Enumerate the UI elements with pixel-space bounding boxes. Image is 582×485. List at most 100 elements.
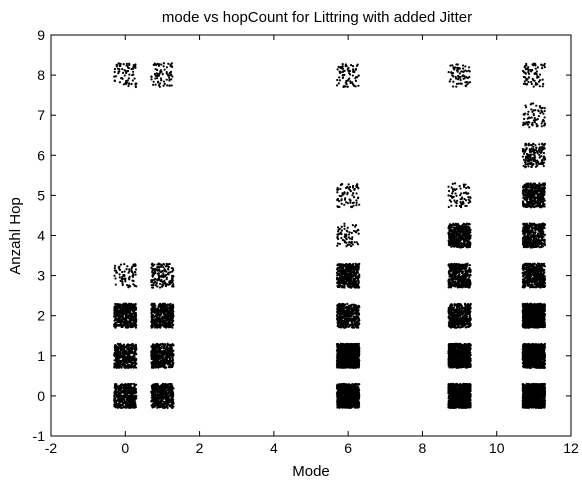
data-point bbox=[120, 348, 123, 351]
data-point bbox=[128, 391, 131, 394]
data-point bbox=[134, 85, 137, 88]
data-point bbox=[172, 405, 175, 408]
data-point bbox=[127, 316, 130, 319]
data-point bbox=[151, 352, 155, 355]
data-point bbox=[347, 405, 351, 408]
data-point bbox=[157, 278, 160, 282]
data-point bbox=[121, 68, 124, 71]
data-point bbox=[122, 343, 126, 346]
data-point bbox=[124, 305, 127, 308]
data-point bbox=[150, 350, 153, 353]
data-point bbox=[159, 77, 163, 80]
data-point bbox=[113, 354, 116, 357]
data-point bbox=[127, 350, 130, 353]
data-point bbox=[118, 276, 121, 279]
data-point bbox=[128, 278, 131, 281]
data-point bbox=[124, 79, 128, 83]
data-point bbox=[346, 344, 349, 347]
data-point bbox=[126, 69, 130, 73]
data-point bbox=[356, 342, 360, 346]
data-point bbox=[160, 304, 164, 308]
data-point bbox=[132, 391, 135, 394]
data-point bbox=[121, 363, 124, 367]
data-point bbox=[117, 361, 120, 364]
data-point bbox=[170, 78, 173, 81]
data-point bbox=[120, 406, 123, 409]
data-point bbox=[158, 388, 161, 391]
data-point bbox=[113, 70, 116, 74]
data-point bbox=[163, 307, 166, 310]
data-point bbox=[172, 307, 175, 310]
data-point bbox=[114, 283, 117, 286]
data-point bbox=[344, 357, 347, 360]
data-point bbox=[130, 366, 133, 369]
data-point bbox=[345, 400, 348, 403]
data-point bbox=[115, 345, 118, 348]
data-point bbox=[126, 326, 129, 329]
data-point bbox=[117, 364, 120, 367]
point-cluster bbox=[113, 382, 138, 410]
data-point bbox=[150, 263, 153, 266]
data-point bbox=[352, 391, 355, 394]
data-point bbox=[172, 323, 175, 327]
data-point bbox=[118, 81, 122, 84]
data-point bbox=[135, 353, 138, 356]
data-point bbox=[341, 400, 344, 403]
data-point bbox=[115, 271, 119, 274]
data-point bbox=[123, 352, 126, 355]
data-point bbox=[121, 396, 124, 399]
data-point bbox=[358, 383, 361, 386]
data-point bbox=[154, 391, 157, 394]
data-point bbox=[353, 360, 356, 363]
data-point bbox=[134, 326, 138, 329]
data-point bbox=[114, 277, 117, 280]
data-point bbox=[348, 360, 352, 363]
data-point bbox=[115, 366, 118, 369]
data-point bbox=[151, 361, 154, 364]
data-point bbox=[120, 320, 123, 323]
data-point bbox=[123, 270, 126, 273]
data-point bbox=[347, 357, 350, 360]
data-point bbox=[163, 314, 166, 317]
data-point bbox=[168, 76, 171, 79]
point-cluster bbox=[150, 342, 175, 369]
data-point bbox=[350, 354, 353, 357]
data-point bbox=[347, 395, 350, 399]
data-point bbox=[154, 320, 158, 323]
data-point bbox=[118, 347, 121, 350]
data-point bbox=[125, 357, 128, 360]
data-point bbox=[118, 314, 121, 317]
data-point bbox=[134, 65, 137, 68]
data-point bbox=[164, 318, 167, 321]
data-point bbox=[356, 344, 359, 348]
data-point bbox=[156, 343, 159, 346]
data-point bbox=[121, 283, 124, 287]
data-point bbox=[114, 385, 117, 388]
data-point bbox=[122, 385, 125, 388]
data-point bbox=[123, 275, 126, 278]
data-point bbox=[127, 77, 130, 80]
data-point bbox=[344, 344, 347, 347]
data-point bbox=[345, 391, 348, 394]
data-point bbox=[127, 385, 131, 388]
data-point bbox=[158, 72, 161, 75]
data-point bbox=[133, 320, 137, 323]
data-point bbox=[166, 392, 169, 395]
data-point bbox=[171, 317, 174, 320]
data-point bbox=[113, 267, 116, 270]
data-point bbox=[125, 350, 128, 353]
data-point bbox=[116, 396, 119, 399]
data-point bbox=[169, 306, 173, 309]
data-point bbox=[353, 343, 356, 347]
data-point bbox=[336, 397, 339, 400]
data-point bbox=[167, 273, 170, 276]
data-point bbox=[340, 394, 343, 397]
data-point bbox=[340, 353, 343, 356]
data-point bbox=[115, 383, 118, 386]
data-point bbox=[125, 345, 128, 348]
data-point bbox=[128, 400, 131, 404]
data-point bbox=[159, 402, 163, 405]
data-point bbox=[132, 66, 135, 69]
data-point bbox=[167, 402, 170, 405]
